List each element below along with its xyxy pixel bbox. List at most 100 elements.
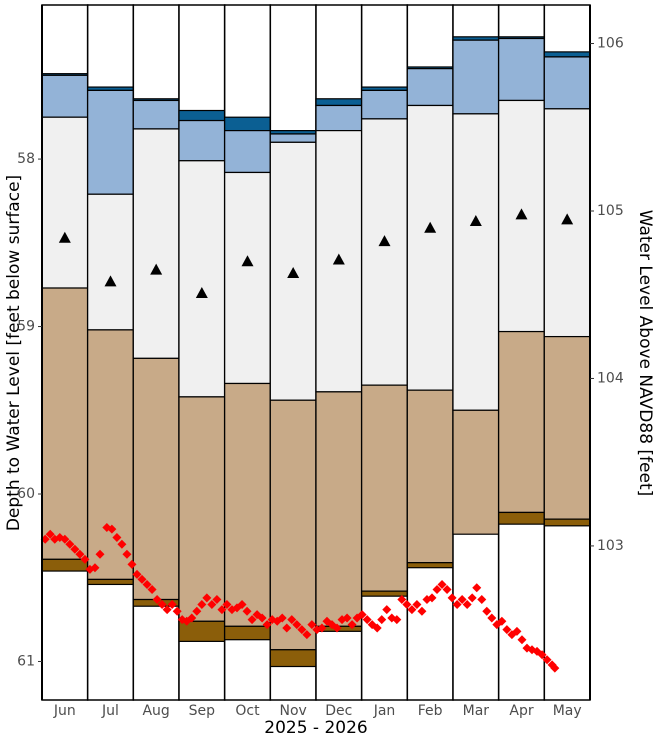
water-level-point xyxy=(152,595,162,605)
percentile-band xyxy=(132,357,180,601)
water-level-point xyxy=(242,606,252,616)
percentile-band xyxy=(452,409,500,535)
percentile-band xyxy=(361,384,408,592)
water-level-point xyxy=(172,606,182,616)
percentile-band xyxy=(41,116,89,289)
percentile-band xyxy=(498,511,545,525)
water-level-point xyxy=(157,600,167,610)
median-marker xyxy=(104,275,117,287)
percentile-band xyxy=(315,391,363,627)
water-level-point xyxy=(222,600,232,610)
x-tick-label: Dec xyxy=(325,703,352,719)
water-level-point xyxy=(282,623,292,633)
water-level-point xyxy=(467,593,477,603)
water-level-point xyxy=(550,663,560,673)
water-level-point xyxy=(45,529,55,539)
percentile-band xyxy=(543,56,591,110)
water-level-point xyxy=(402,600,412,610)
percentile-band xyxy=(178,119,226,162)
water-level-point xyxy=(287,615,297,625)
water-level-point xyxy=(332,623,342,633)
percentile-band xyxy=(406,562,454,569)
percentile-band xyxy=(361,118,408,386)
y-tick-label: 58 xyxy=(17,151,35,167)
y2-axis-label: Water Level Above NAVD88 [feet] xyxy=(635,210,655,497)
median-marker xyxy=(241,255,254,267)
percentile-band xyxy=(269,133,317,143)
water-level-point xyxy=(317,623,327,633)
percentile-band xyxy=(132,99,180,130)
water-level-point xyxy=(262,620,272,630)
median-marker xyxy=(332,253,345,265)
water-level-point xyxy=(362,615,372,625)
percentile-band xyxy=(498,330,545,514)
percentile-band xyxy=(406,389,454,564)
water-level-point xyxy=(137,574,147,584)
x-tick-label: Apr xyxy=(509,703,533,719)
y-tick-label: 61 xyxy=(17,653,35,669)
median-marker xyxy=(195,287,208,299)
water-level-point xyxy=(412,600,422,610)
water-level-point xyxy=(187,613,197,623)
water-level-point xyxy=(397,595,407,605)
percentile-band xyxy=(543,335,591,520)
median-marker xyxy=(469,215,482,227)
percentile-band xyxy=(87,578,134,586)
water-level-point xyxy=(482,606,492,616)
water-level-point xyxy=(217,605,227,615)
percentile-band xyxy=(41,74,89,118)
median-marker xyxy=(378,235,391,247)
x-tick-label: Jul xyxy=(101,703,119,719)
water-level-point xyxy=(80,554,90,564)
percentile-band xyxy=(452,39,500,115)
water-level-point xyxy=(302,630,312,640)
percentile-band xyxy=(178,109,226,122)
water-level-point xyxy=(477,595,487,605)
water-level-point xyxy=(117,539,127,549)
water-level-point xyxy=(447,593,457,603)
water-level-point xyxy=(60,534,70,544)
percentile-band xyxy=(224,625,271,641)
y2-tick-label: 105 xyxy=(597,203,624,219)
water-level-point xyxy=(107,524,117,534)
x-tick-label: Mar xyxy=(463,703,490,719)
percentile-band xyxy=(224,130,271,174)
water-level-point xyxy=(542,655,552,665)
percentile-band xyxy=(87,89,134,195)
percentile-band xyxy=(543,518,591,527)
percentile-band xyxy=(41,558,89,572)
water-level-point xyxy=(247,615,257,625)
median-marker xyxy=(58,231,71,243)
percentile-band xyxy=(178,396,226,622)
percentile-band xyxy=(224,116,271,132)
median-marker xyxy=(561,213,574,225)
percentile-band xyxy=(269,399,317,651)
water-level-point xyxy=(162,605,172,615)
water-level-point xyxy=(417,606,427,616)
water-level-point xyxy=(75,549,85,559)
water-level-point xyxy=(212,595,222,605)
water-level-point xyxy=(437,579,447,589)
water-level-point xyxy=(207,600,217,610)
water-level-point xyxy=(442,584,452,594)
x-tick-label: Nov xyxy=(280,703,307,719)
x-tick-label: Aug xyxy=(142,703,169,719)
water-level-point xyxy=(457,595,467,605)
water-level-point xyxy=(502,625,512,635)
water-level-point xyxy=(95,549,105,559)
water-level-point xyxy=(342,613,352,623)
x-tick-label: May xyxy=(553,703,582,719)
percentile-band xyxy=(224,382,271,627)
y-axis-label: Depth to Water Level [feet below surface… xyxy=(4,175,24,531)
water-level-point xyxy=(432,584,442,594)
percentile-band xyxy=(269,649,317,668)
water-level-point xyxy=(132,569,142,579)
y-tick-label: 60 xyxy=(17,486,35,502)
x-axis-label: 2025 - 2026 xyxy=(264,718,367,738)
percentile-band xyxy=(41,287,89,560)
water-level-point xyxy=(257,613,267,623)
water-level-point xyxy=(487,613,497,623)
water-level-point xyxy=(142,579,152,589)
water-level-point xyxy=(122,549,132,559)
median-marker xyxy=(424,221,437,233)
